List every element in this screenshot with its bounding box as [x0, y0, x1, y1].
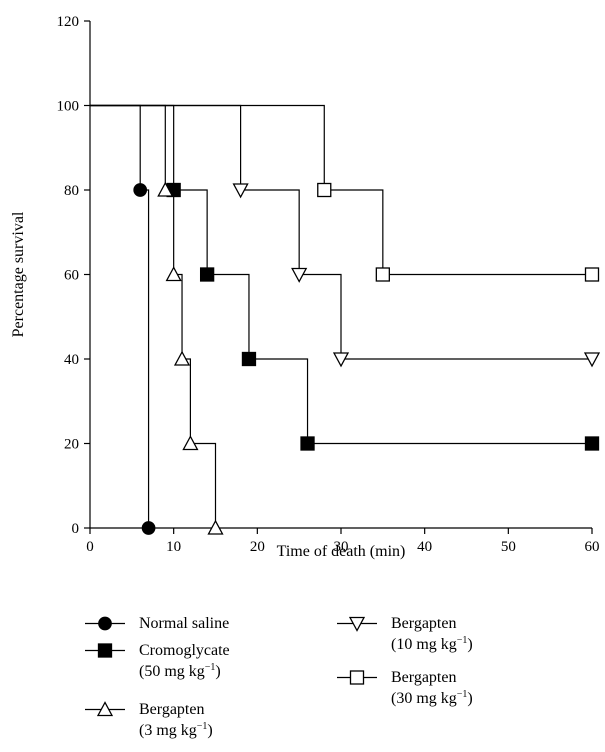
series-bergapten-30	[90, 104, 600, 282]
data-point-cromoglycate-50	[300, 436, 315, 451]
data-point-bergapten-3	[165, 266, 182, 282]
axes: 0 20 40 60 80 100 120 0 10 20 30 40 50 60	[57, 14, 600, 555]
data-point-bergapten-30	[317, 182, 332, 198]
y-tick-label: 100	[57, 99, 80, 115]
x-tick-label: 30	[334, 539, 349, 555]
x-tick-label: 0	[86, 539, 94, 555]
series-layer	[90, 104, 601, 535]
x-tick-label: 20	[250, 539, 265, 555]
data-point-bergapten-3	[207, 519, 224, 535]
y-tick-label: 0	[72, 521, 80, 537]
series-line-bergapten-3	[90, 104, 217, 528]
series-normal-saline	[90, 104, 156, 535]
series-line-bergapten-30	[90, 104, 592, 276]
y-tick-label: 60	[64, 268, 79, 284]
y-tick-label: 20	[64, 437, 79, 453]
data-point-cromoglycate-50	[199, 267, 215, 282]
series-cromoglycate-50	[90, 104, 600, 451]
x-axis-title: Time of death (min)	[277, 543, 406, 560]
data-point-bergapten-10	[583, 352, 601, 368]
data-point-bergapten-30	[375, 267, 390, 282]
data-point-bergapten-30	[584, 267, 600, 282]
data-point-bergapten-10	[332, 352, 350, 368]
data-point-bergapten-3	[182, 435, 199, 451]
series-bergapten-10	[90, 104, 601, 368]
data-point-bergapten-3	[173, 350, 191, 366]
y-axis-title: Percentage survival	[10, 211, 27, 337]
series-bergapten-3	[90, 104, 224, 535]
data-point-bergapten-10	[291, 267, 308, 283]
x-tick-label: 10	[166, 539, 181, 555]
y-tick-label: 120	[57, 14, 80, 30]
data-point-bergapten-3	[157, 181, 174, 197]
y-tick-label: 80	[64, 183, 79, 199]
data-point-cromoglycate-50	[584, 436, 600, 451]
series-line-normal-saline	[90, 104, 150, 528]
data-point-bergapten-10	[232, 183, 249, 199]
x-tick-label: 60	[585, 539, 600, 555]
x-tick-label: 40	[417, 539, 432, 555]
data-point-normal-saline	[133, 183, 148, 197]
x-tick-label: 50	[501, 539, 516, 555]
data-point-cromoglycate-50	[241, 351, 257, 367]
y-tick-label: 40	[64, 352, 79, 368]
series-line-cromoglycate-50	[90, 104, 592, 445]
series-line-bergapten-10	[90, 104, 592, 360]
data-point-normal-saline	[141, 521, 156, 535]
